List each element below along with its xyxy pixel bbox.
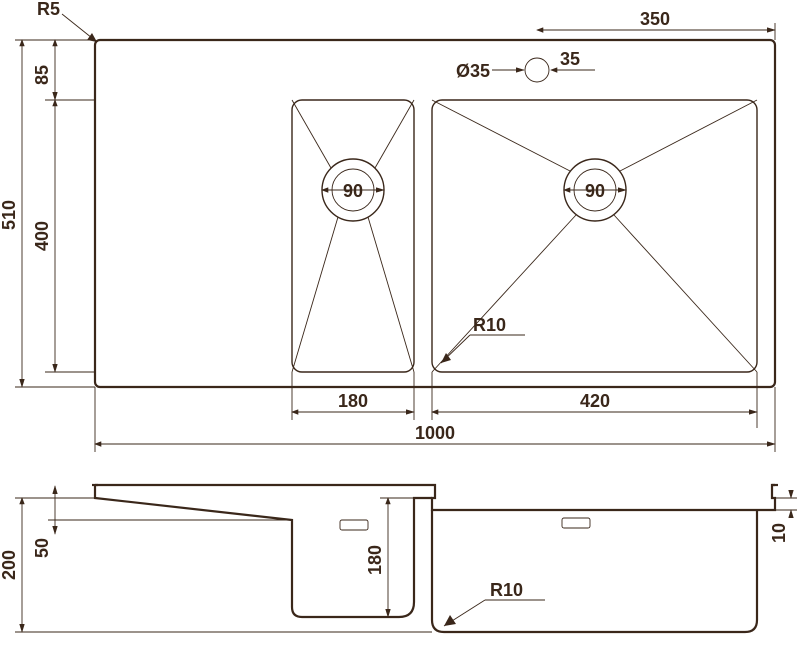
dim-r5: R5 (37, 0, 60, 19)
dim-350: 350 (640, 9, 670, 29)
dim-85: 85 (32, 65, 52, 85)
dim-o35: Ø35 (456, 61, 490, 81)
technical-drawing: R5 350 Ø35 35 90 90 R10 85 400 510 180 4… (0, 0, 802, 652)
dim-200: 200 (0, 550, 19, 580)
dim-90-left: 90 (343, 181, 363, 201)
section-view (92, 485, 778, 632)
dim-90-right: 90 (585, 181, 605, 201)
dim-510: 510 (0, 200, 19, 230)
tap-hole (525, 58, 549, 82)
dim-10: 10 (769, 523, 789, 543)
dim-420: 420 (580, 391, 610, 411)
dim-r10-sec: R10 (490, 580, 523, 600)
dim-180: 180 (338, 391, 368, 411)
small-bowl (292, 100, 414, 372)
dim-400: 400 (32, 221, 52, 251)
dim-1000: 1000 (415, 423, 455, 443)
sink-outline (95, 40, 775, 387)
dim-50: 50 (32, 538, 52, 558)
dim-35: 35 (560, 49, 580, 69)
dim-180s: 180 (365, 545, 385, 575)
dim-r10-top: R10 (473, 315, 506, 335)
